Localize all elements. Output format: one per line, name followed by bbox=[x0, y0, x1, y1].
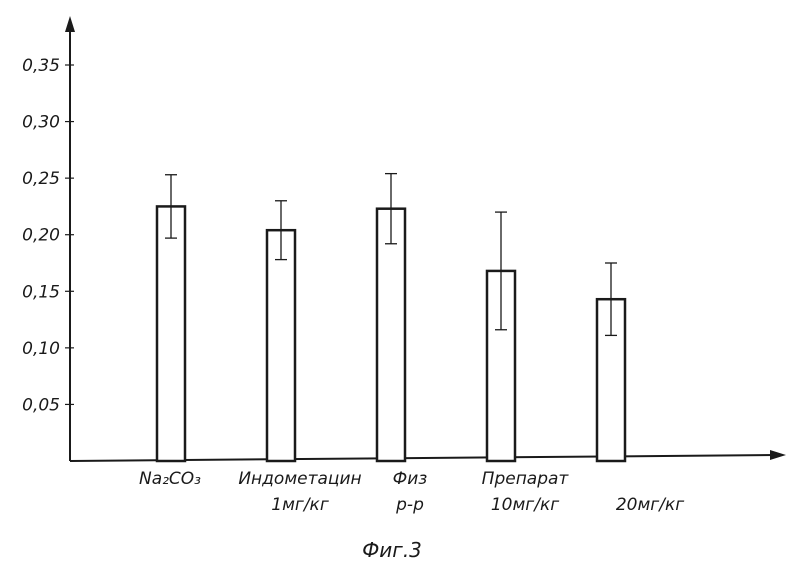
x-category-label: Индометацин bbox=[238, 469, 361, 489]
x-category-label: Препарат bbox=[482, 469, 570, 489]
y-tick-label: 0,10 bbox=[22, 339, 60, 359]
x-category-label: Na₂CO₃ bbox=[139, 469, 201, 489]
bar bbox=[377, 209, 405, 461]
y-tick-label: 0,15 bbox=[22, 282, 60, 302]
x-category-label: 20мг/кг bbox=[616, 495, 684, 515]
y-ticks: 0,05 0,10 0,15 0,20 0,25 0,30 0,35 bbox=[22, 56, 74, 415]
x-category-label: 1мг/кг bbox=[271, 495, 329, 515]
y-axis bbox=[65, 16, 75, 461]
x-category-label: р-р bbox=[395, 495, 424, 515]
y-axis-arrow-icon bbox=[65, 16, 75, 32]
figure-caption: Фиг.3 bbox=[362, 538, 422, 562]
y-tick-label: 0,35 bbox=[22, 56, 60, 76]
x-axis-arrow-icon bbox=[770, 450, 786, 460]
x-category-label: Физ bbox=[393, 469, 428, 489]
bar bbox=[267, 230, 295, 461]
x-category-label: 10мг/кг bbox=[491, 495, 559, 515]
bars bbox=[157, 174, 625, 461]
bar bbox=[157, 206, 185, 461]
y-tick-label: 0,20 bbox=[22, 226, 60, 246]
category-labels: Na₂CO₃ Индометацин 1мг/кг Физ р-р Препарат 10м… bbox=[139, 469, 684, 515]
y-tick-label: 0,30 bbox=[22, 113, 60, 133]
y-tick-label: 0,25 bbox=[22, 169, 60, 189]
y-tick-label: 0,05 bbox=[22, 395, 60, 415]
